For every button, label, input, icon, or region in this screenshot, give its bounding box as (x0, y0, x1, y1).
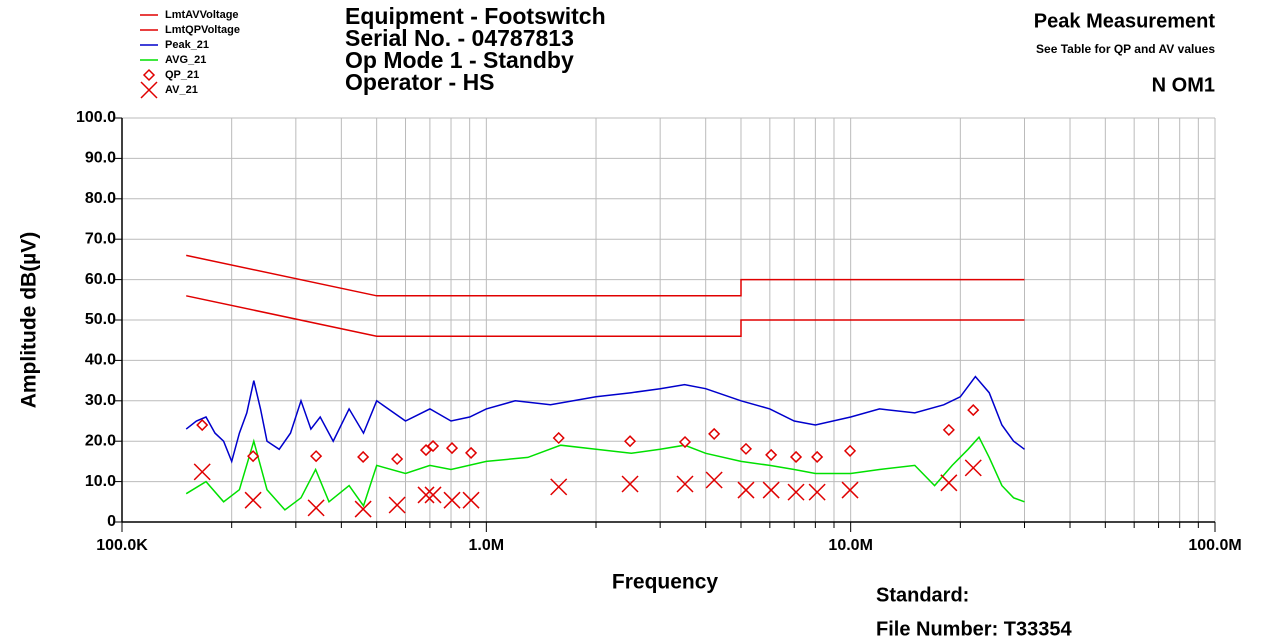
data-point (443, 491, 461, 509)
data-point (621, 475, 639, 493)
data-point (623, 435, 637, 448)
title-line: Serial No. - 04787813 (345, 25, 574, 51)
y-tick-label: 30.0 (85, 392, 116, 409)
legend-label: QP_21 (165, 69, 199, 81)
data-point (445, 442, 459, 455)
y-tick-label: 80.0 (85, 190, 116, 207)
data-point (841, 481, 859, 499)
legend-label: LmtQPVoltage (165, 24, 240, 36)
legend-label: AVG_21 (165, 54, 206, 66)
y-axis-label: Amplitude dB(µV) (18, 232, 41, 409)
data-point (739, 442, 753, 455)
data-point (354, 500, 372, 518)
series-line (186, 295, 1025, 337)
y-tick-label: 20.0 (85, 432, 116, 449)
data-point (676, 475, 694, 493)
data-point (967, 404, 980, 417)
legend-swatch (140, 81, 158, 99)
data-point (244, 491, 262, 509)
legend-label: Peak_21 (165, 39, 209, 51)
x-tick-label: 1.0M (469, 537, 505, 554)
data-point (787, 483, 805, 501)
footer-line: File Number: T33354 (876, 618, 1073, 640)
y-tick-label: 60.0 (85, 271, 116, 288)
legend-label: LmtAVVoltage (165, 9, 239, 21)
data-point (940, 474, 958, 492)
right-title: Peak Measurement (1034, 10, 1216, 32)
data-point (247, 450, 260, 463)
x-tick-label: 100.0M (1188, 537, 1241, 554)
legend-swatch (142, 68, 156, 82)
series-line (185, 375, 1025, 464)
data-point (426, 439, 440, 453)
data-point (417, 486, 435, 504)
title-line: Operator - HS (345, 69, 495, 95)
footer-line: Standard: (876, 584, 969, 606)
y-tick-label: 0 (107, 513, 116, 530)
right-subtitle: See Table for QP and AV values (1036, 42, 1215, 56)
data-point (811, 450, 824, 464)
data-point (765, 448, 778, 461)
data-point (942, 423, 955, 436)
data-point (705, 471, 723, 489)
data-point (196, 418, 209, 432)
data-point (310, 450, 323, 463)
data-point (550, 478, 568, 496)
data-point (808, 483, 826, 501)
y-tick-label: 10.0 (85, 473, 116, 490)
y-tick-label: 40.0 (85, 352, 116, 369)
legend-label: AV_21 (165, 84, 198, 96)
y-tick-label: 90.0 (85, 150, 116, 167)
data-point (762, 481, 780, 499)
data-point (388, 496, 406, 514)
x-tick-label: 100.0K (96, 537, 148, 554)
data-point (552, 431, 565, 445)
data-point (843, 444, 857, 457)
series-line (186, 254, 1025, 297)
data-point (419, 444, 433, 457)
x-axis-label: Frequency (612, 571, 719, 594)
data-point (462, 491, 480, 509)
series-line (185, 435, 1025, 511)
y-tick-label: 70.0 (85, 230, 116, 247)
x-tick-label: 10.0M (828, 537, 872, 554)
title-line: Equipment - Footswitch (345, 3, 606, 29)
right-label: N OM1 (1152, 74, 1215, 96)
data-point (789, 450, 803, 464)
data-point (708, 427, 721, 440)
data-point (737, 481, 755, 499)
data-point (357, 450, 370, 464)
data-point (678, 435, 692, 449)
y-tick-label: 50.0 (85, 311, 116, 328)
y-tick-label: 100.0 (76, 109, 116, 126)
data-point (424, 486, 442, 504)
data-point (193, 463, 211, 481)
title-line: Op Mode 1 - Standby (345, 47, 574, 73)
data-point (964, 459, 982, 477)
data-point (465, 446, 478, 459)
data-point (307, 499, 325, 517)
data-point (391, 452, 404, 466)
